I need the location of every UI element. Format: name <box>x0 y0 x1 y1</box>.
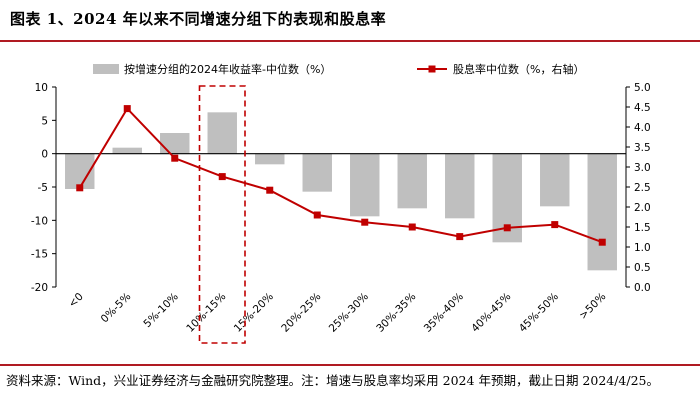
left-tick-label: -5 <box>38 182 48 194</box>
bar <box>540 153 570 207</box>
dividend-yield-point <box>503 224 511 232</box>
right-tick-label: 4.5 <box>634 102 651 114</box>
bar <box>160 133 190 154</box>
bar <box>587 153 617 271</box>
x-tick-label: 30%-35% <box>374 291 418 335</box>
dividend-yield-point <box>218 173 226 181</box>
dividend-yield-point <box>456 233 464 241</box>
chart-svg: -20 -15 -10 -5 0 5 10 0.0 0.5 1.0 1.5 2.0 2.5 3.0 3.5 4… <box>31 62 651 344</box>
left-tick-label: -10 <box>31 215 48 227</box>
bar <box>302 153 332 192</box>
x-tick-label: <0 <box>66 291 85 310</box>
right-tick-label: 0.0 <box>634 282 651 294</box>
bar <box>350 153 380 217</box>
source-rule <box>0 364 700 366</box>
right-tick-label: 3.0 <box>634 162 651 174</box>
dividend-yield-point <box>551 221 559 229</box>
legend-line-label: 股息率中位数（%，右轴） <box>453 62 584 76</box>
legend-bar-swatch <box>93 64 119 74</box>
left-tick-label: -20 <box>31 282 48 294</box>
dividend-yield-point <box>266 186 274 194</box>
chart-title: 图表 1、2024 年以来不同增速分组下的表现和股息率 <box>10 10 387 28</box>
dividend-yield-point <box>361 218 369 226</box>
left-tick-label: 5 <box>41 115 48 127</box>
left-tick-label: -15 <box>31 249 48 261</box>
x-tick-label: 0%-5% <box>99 291 134 326</box>
x-tick-label: 35%-40% <box>422 291 466 335</box>
right-tick-label: 0.5 <box>634 262 651 274</box>
dividend-yield-point <box>76 184 84 192</box>
right-tick-label: 5.0 <box>634 82 651 94</box>
right-tick-label: 3.5 <box>634 142 651 154</box>
bar <box>445 153 475 219</box>
bar <box>255 153 285 165</box>
x-tick-label: 40%-45% <box>469 291 513 335</box>
dividend-yield-point <box>313 211 321 219</box>
bar <box>397 153 427 209</box>
dividend-yield-point <box>123 105 131 113</box>
x-tick-label: >50% <box>577 291 608 322</box>
x-tick-label: 15%-20% <box>232 291 276 335</box>
dividend-yield-point <box>598 238 606 246</box>
bar <box>112 147 142 154</box>
title-rule <box>0 40 700 42</box>
highlight-box <box>198 85 246 344</box>
source-note: 资料来源：Wind，兴业证券经济与金融研究院整理。注：增速与股息率均采用 202… <box>6 373 660 388</box>
bar <box>207 112 237 154</box>
right-tick-label: 2.5 <box>634 182 651 194</box>
dividend-yield-line <box>78 106 603 244</box>
right-tick-label: 4.0 <box>634 122 651 134</box>
right-tick-label: 2.0 <box>634 202 651 214</box>
right-tick-label: 1.0 <box>634 242 651 254</box>
x-tick-label: 5%-10% <box>141 291 180 330</box>
dividend-yield-point <box>408 223 416 231</box>
left-tick-label: 10 <box>35 82 48 94</box>
x-tick-label: 45%-50% <box>517 291 561 335</box>
left-tick-label: 0 <box>41 149 48 161</box>
x-tick-label: 10%-15% <box>184 291 228 335</box>
legend-bar-label: 按增速分组的2024年收益率-中位数（%） <box>124 62 331 76</box>
legend-line-marker <box>428 65 436 73</box>
right-tick-label: 1.5 <box>634 222 651 234</box>
x-tick-label: 20%-25% <box>279 291 323 335</box>
dividend-yield-point <box>171 154 179 162</box>
x-tick-label: 25%-30% <box>327 291 371 335</box>
